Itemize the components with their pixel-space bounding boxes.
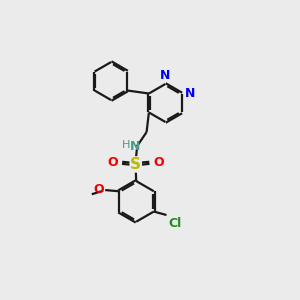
Text: S: S [130,157,141,172]
Text: O: O [93,183,104,196]
Text: N: N [160,69,170,82]
Text: Cl: Cl [169,217,182,230]
Text: N: N [130,140,140,153]
Text: O: O [107,156,118,169]
Text: O: O [154,156,164,169]
Text: H: H [122,140,130,150]
Text: N: N [184,87,195,100]
